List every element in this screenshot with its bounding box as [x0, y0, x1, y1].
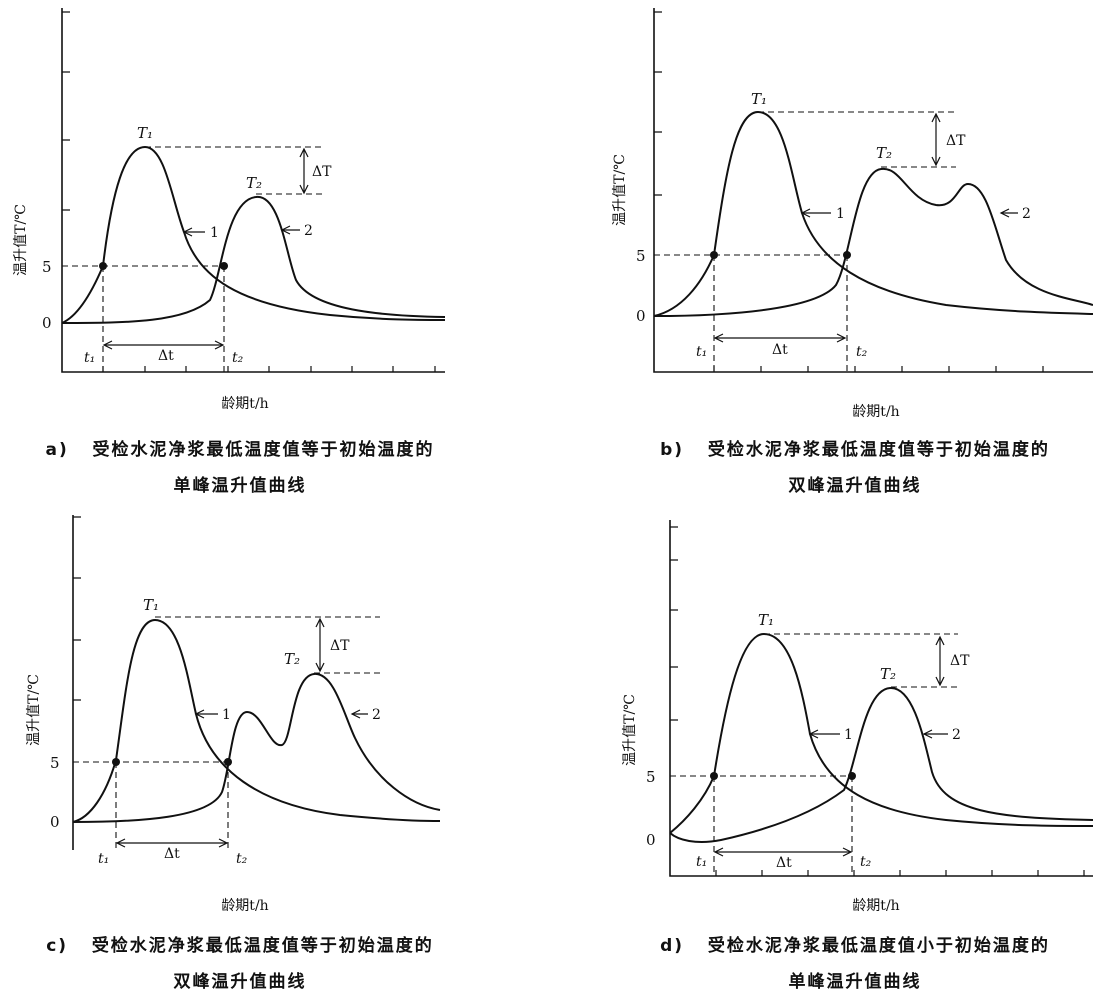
- delta-temp-label: ΔT: [946, 133, 966, 149]
- y-tick-5: 5: [42, 258, 52, 276]
- y-axis-label: 温升值T/℃: [26, 674, 42, 746]
- delta-time-label: Δt: [772, 342, 788, 358]
- y-axis-label: 温升值T/℃: [612, 154, 628, 226]
- diagram-a: 温升值T/℃ 5 0 T₁ T₂ ΔT t₁ t₂ Δt 1 2 龄期t/h: [13, 8, 446, 412]
- caption-a: a) 受检水泥净浆最低温度值等于初始温度的 单峰温升值曲线: [0, 432, 480, 504]
- caption-line-1: 受检水泥净浆最低温度值等于初始温度的: [91, 936, 434, 956]
- delta-time-label: Δt: [776, 855, 792, 871]
- peak-label-t2: T₂: [876, 144, 892, 162]
- time-t2-label: t₂: [236, 851, 248, 867]
- x-axis-label: 龄期t/h: [852, 898, 899, 914]
- diagram-c-labels: 温升值T/℃ 5 0 T₁ T₂ ΔT t₁ t₂ Δt 1 2 龄期t/h: [26, 596, 381, 914]
- diagram-b: 温升值T/℃ 5 0 T₁ T₂ ΔT t₁ t₂ Δt 1 2 龄期t/h: [612, 8, 1093, 420]
- caption-b: b) 受检水泥净浆最低温度值等于初始温度的 双峰温升值曲线: [620, 432, 1090, 504]
- x-axis-label: 龄期t/h: [852, 404, 899, 420]
- time-t1-label: t₁: [696, 344, 707, 360]
- peak-label-t2: T₂: [880, 665, 896, 683]
- caption-line-1: 受检水泥净浆最低温度值等于初始温度的: [707, 440, 1050, 460]
- x-axis-label: 龄期t/h: [221, 396, 268, 412]
- curve-2-label: 2: [304, 223, 313, 239]
- time-t1-label: t₁: [84, 350, 95, 366]
- caption-line-2: 单峰温升值曲线: [788, 972, 922, 992]
- caption-tag: a): [45, 440, 69, 460]
- y-axis-label: 温升值T/℃: [622, 694, 638, 766]
- caption-line-2: 双峰温升值曲线: [173, 972, 307, 992]
- time-t2-label: t₂: [232, 350, 244, 366]
- caption-d: d) 受检水泥净浆最低温度值小于初始温度的 单峰温升值曲线: [620, 928, 1090, 1000]
- curve-1: [669, 632, 1093, 834]
- y-tick-5: 5: [646, 768, 656, 786]
- delta-temp-label: ΔT: [950, 653, 970, 669]
- curve-2: [653, 167, 1093, 317]
- caption-line-1: 受检水泥净浆最低温度值等于初始温度的: [92, 440, 435, 460]
- time-t1-label: t₁: [696, 854, 707, 870]
- y-tick-0: 0: [636, 307, 646, 325]
- curve-1-label: 1: [222, 707, 231, 723]
- y-tick-0: 0: [42, 314, 52, 332]
- delta-time-label: Δt: [158, 348, 174, 364]
- curve-1-label: 1: [844, 727, 853, 743]
- y-axis-label: 温升值T/℃: [13, 204, 29, 276]
- caption-line-2: 单峰温升值曲线: [173, 476, 307, 496]
- curve-1-label: 1: [210, 225, 219, 241]
- peak-label-t2: T₂: [284, 650, 300, 668]
- curve-1-label: 1: [836, 206, 845, 222]
- peak-label-t2: T₂: [246, 174, 262, 192]
- y-tick-5: 5: [50, 754, 60, 772]
- curve-2-label: 2: [372, 707, 381, 723]
- delta-time-label: Δt: [164, 846, 180, 862]
- curve-2: [61, 195, 446, 324]
- peak-label-t1: T₁: [137, 124, 153, 142]
- caption-tag: b): [660, 440, 685, 460]
- curve-2: [72, 672, 441, 823]
- caption-c: c) 受检水泥净浆最低温度值等于初始温度的 双峰温升值曲线: [0, 928, 480, 1000]
- peak-label-t1: T₁: [143, 596, 159, 614]
- curve-2: [669, 686, 1093, 843]
- caption-tag: d): [660, 936, 685, 956]
- time-t2-label: t₂: [860, 854, 872, 870]
- caption-line-1: 受检水泥净浆最低温度值小于初始温度的: [707, 936, 1050, 956]
- curve-2-label: 2: [952, 727, 961, 743]
- caption-line-2: 双峰温升值曲线: [788, 476, 922, 496]
- x-axis-label: 龄期t/h: [221, 898, 268, 914]
- time-t2-label: t₂: [856, 344, 868, 360]
- delta-temp-label: ΔT: [312, 164, 332, 180]
- diagram-d: 温升值T/℃ 5 0 T₁ T₂ ΔT t₁ t₂ Δt 1 2 龄期t/h: [622, 520, 1093, 914]
- peak-label-t1: T₁: [751, 90, 767, 108]
- peak-label-t1: T₁: [758, 611, 774, 629]
- y-tick-0: 0: [50, 813, 60, 831]
- time-t1-label: t₁: [98, 851, 109, 867]
- delta-temp-label: ΔT: [330, 638, 350, 654]
- curve-2-label: 2: [1022, 206, 1031, 222]
- caption-tag: c): [46, 936, 69, 956]
- y-tick-5: 5: [636, 247, 646, 265]
- y-tick-0: 0: [646, 831, 656, 849]
